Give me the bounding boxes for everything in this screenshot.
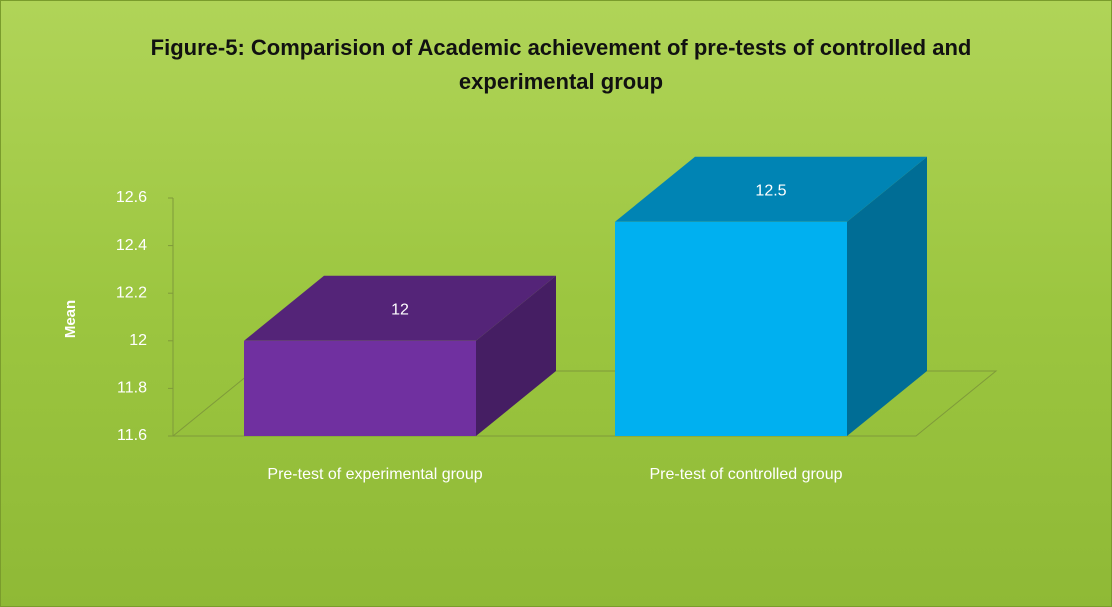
bar-top xyxy=(244,275,556,341)
bar-side xyxy=(847,156,927,437)
y-tick-label: 12.2 xyxy=(116,284,147,301)
data-label: 12.5 xyxy=(755,183,786,200)
bar-side xyxy=(476,275,556,436)
y-tick-label: 12 xyxy=(129,332,147,349)
y-tick-label: 12.6 xyxy=(116,189,147,206)
bar xyxy=(244,340,476,436)
y-tick-label: 11.8 xyxy=(117,380,147,397)
chart-title: Figure-5: Comparision of Academic achiev… xyxy=(150,35,972,94)
y-axis-label: Mean xyxy=(62,300,79,338)
y-tick-label: 12.4 xyxy=(116,237,147,254)
bar xyxy=(615,221,847,436)
bar-top xyxy=(615,156,927,222)
y-tick-label: 11.6 xyxy=(117,427,147,444)
data-label: 12 xyxy=(391,302,409,319)
x-tick-label: Pre-test of experimental group xyxy=(267,466,482,483)
x-tick-label: Pre-test of controlled group xyxy=(650,466,843,483)
